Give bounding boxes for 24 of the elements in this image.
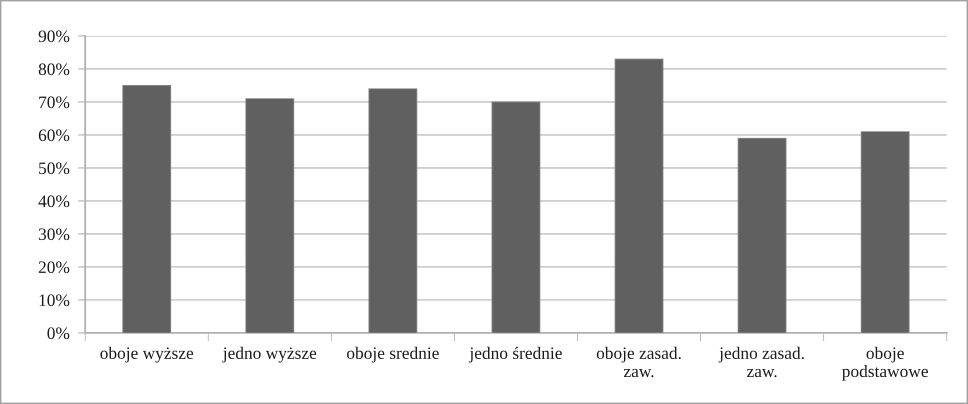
y-tick-label: 10% <box>40 294 70 306</box>
y-tick-label: 50% <box>39 162 70 174</box>
x-tick-label: jedno zasad. zaw. <box>718 346 804 378</box>
bar <box>614 58 664 333</box>
y-tick-label: 30% <box>38 228 70 240</box>
bar <box>245 98 294 333</box>
y-tick-label: 90% <box>38 30 70 42</box>
y-tick-label: 40% <box>38 195 70 208</box>
x-tick-label: oboje srednie <box>347 346 439 363</box>
y-tick-label: 20% <box>38 261 70 274</box>
bar <box>738 138 787 333</box>
bar <box>492 102 540 333</box>
x-tick-label: oboje podstawowe <box>842 346 928 381</box>
y-tick-label: 60% <box>38 129 70 142</box>
x-tick-label: jedno średnie <box>468 346 562 363</box>
x-tick-label: oboje zasad. zaw. <box>596 346 681 378</box>
bar <box>368 88 418 333</box>
bar <box>122 85 172 333</box>
x-tick-label: jedno wyższe <box>222 346 316 363</box>
y-tick-label: 80% <box>38 63 70 76</box>
bar <box>860 131 910 333</box>
y-tick-label: 70% <box>39 96 70 108</box>
x-tick-label: oboje wyższe <box>100 346 194 363</box>
y-tick-label: 0% <box>47 327 70 340</box>
